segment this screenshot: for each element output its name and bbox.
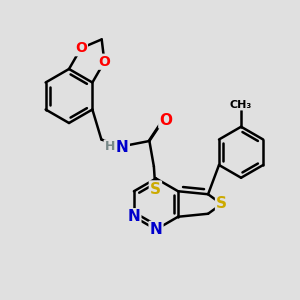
Text: O: O	[75, 41, 87, 55]
Text: N: N	[150, 222, 162, 237]
Text: CH₃: CH₃	[230, 100, 252, 110]
Text: N: N	[116, 140, 129, 154]
Text: O: O	[159, 112, 172, 128]
Text: O: O	[98, 55, 110, 69]
Text: H: H	[105, 140, 115, 154]
Text: S: S	[150, 182, 161, 196]
Text: N: N	[128, 209, 140, 224]
Text: S: S	[216, 196, 227, 211]
